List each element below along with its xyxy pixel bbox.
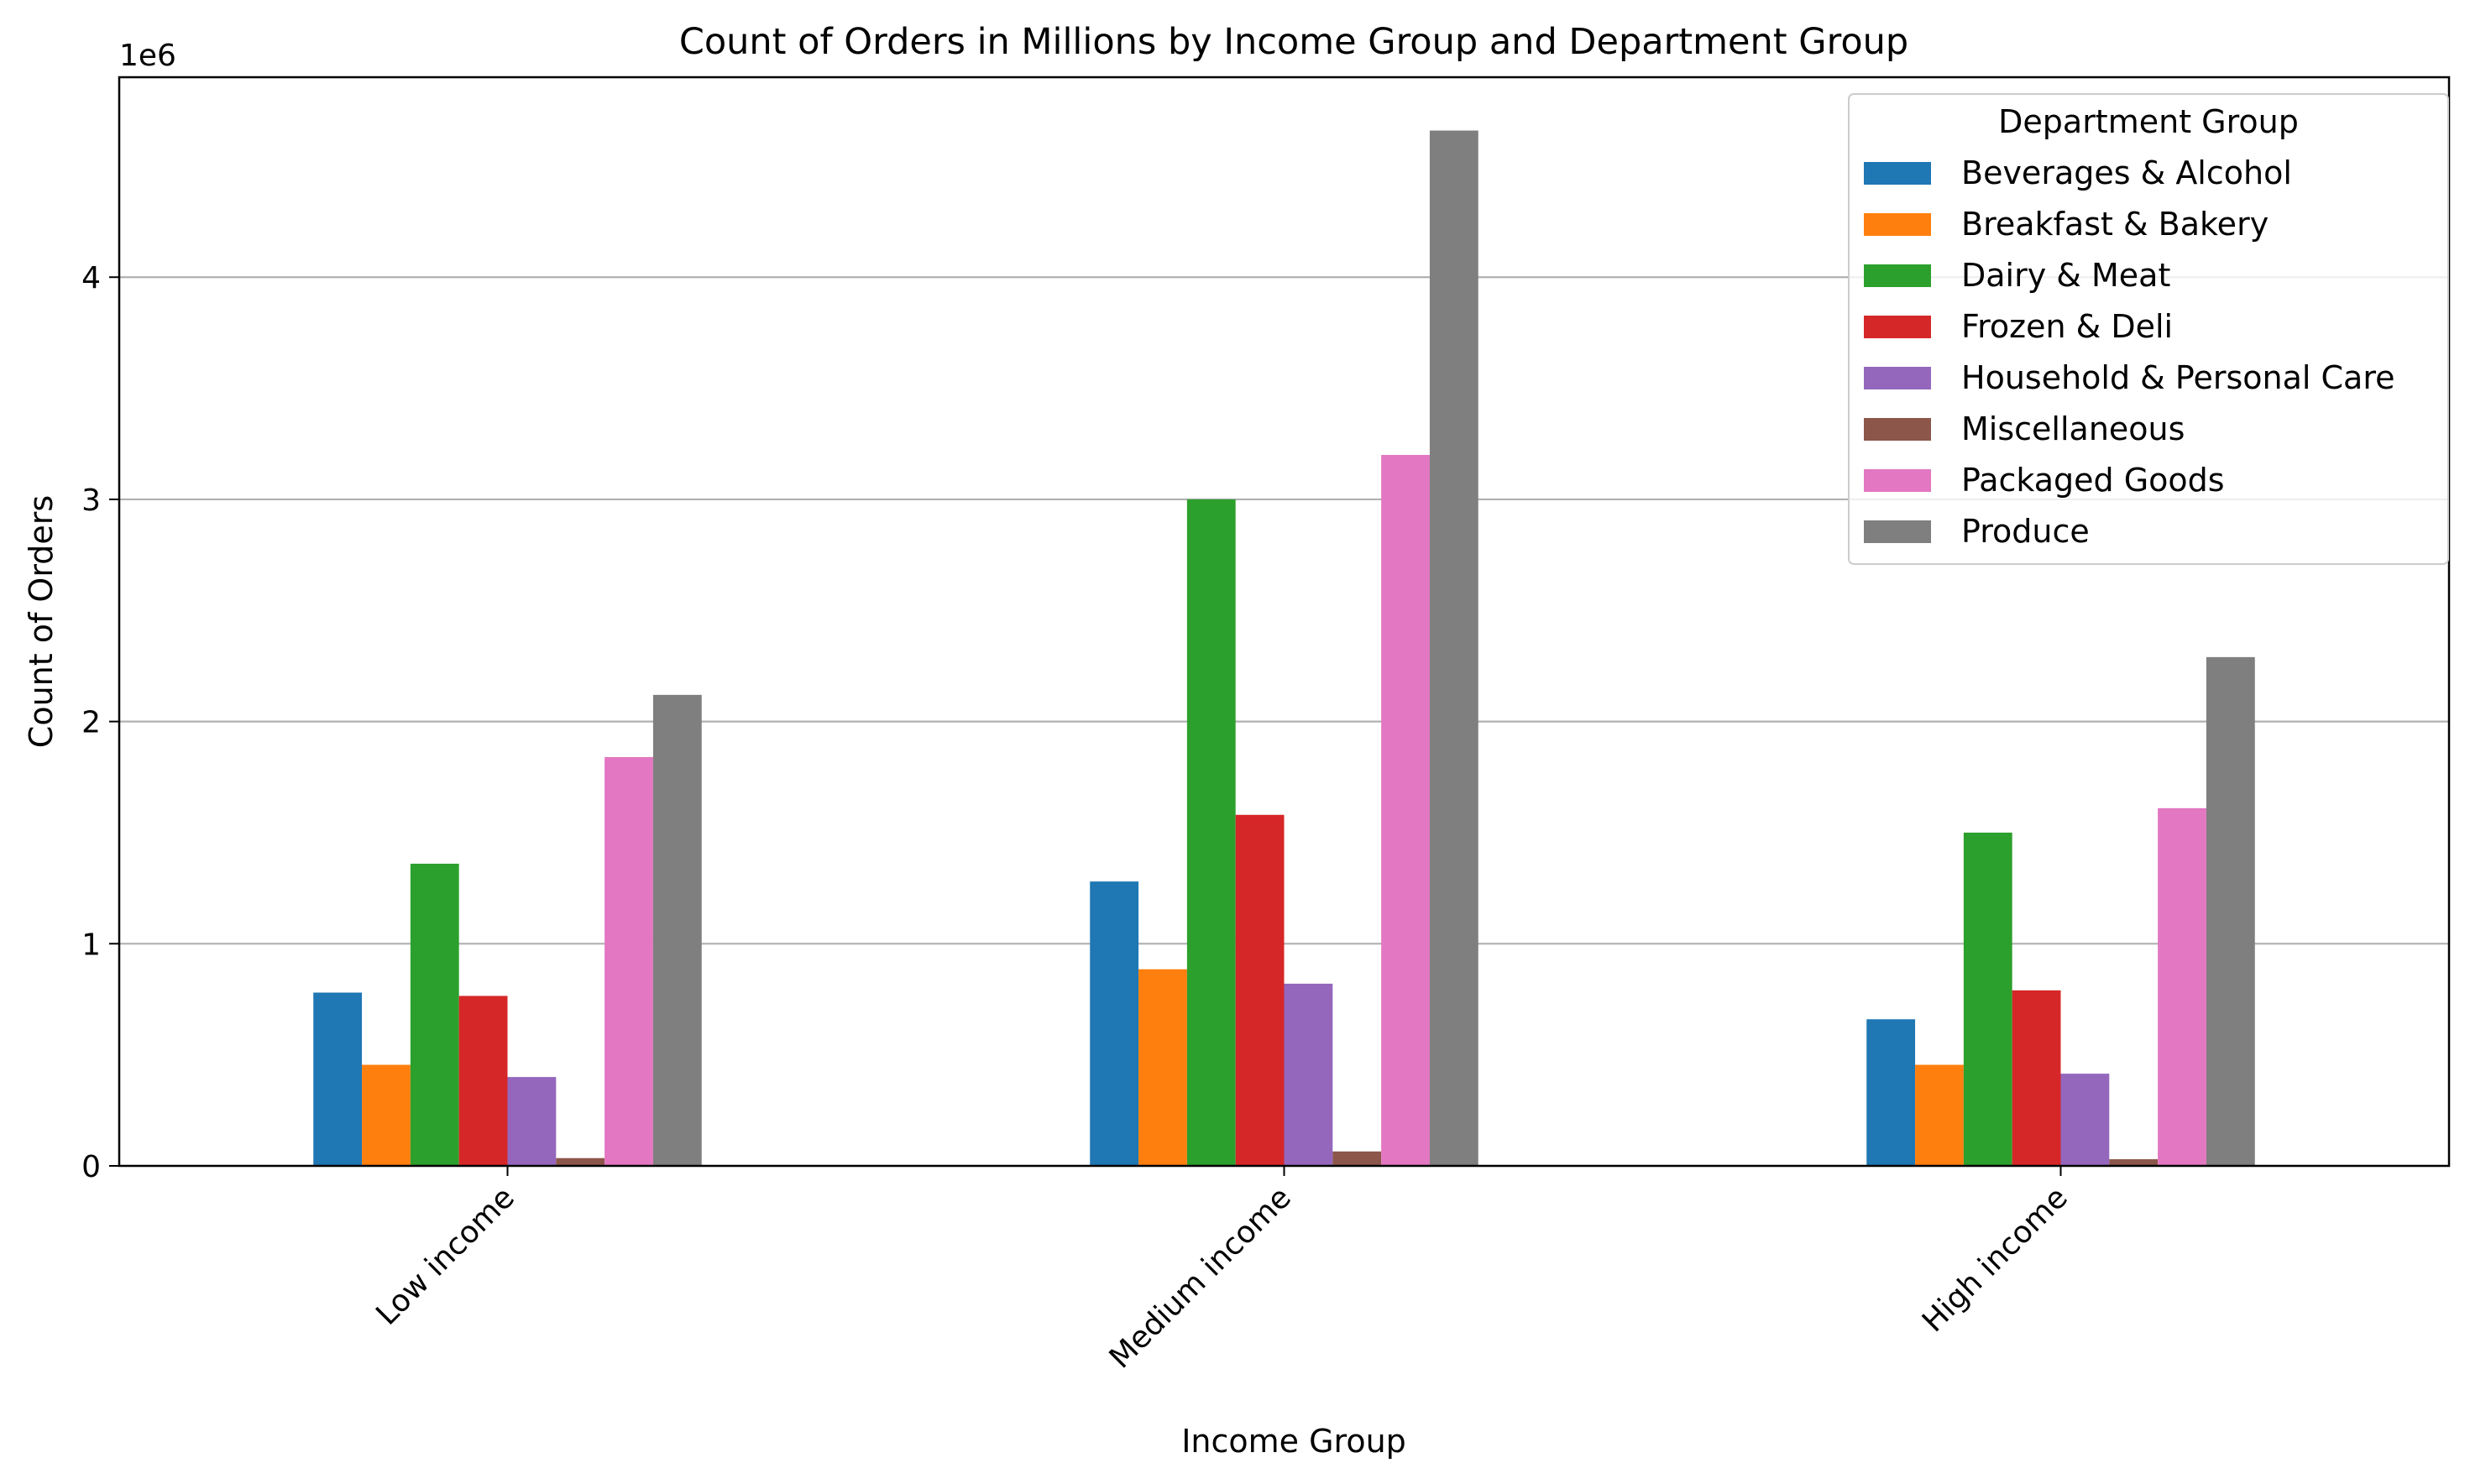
legend-label: Beverages & Alcohol bbox=[1961, 154, 2292, 191]
bars bbox=[313, 130, 2255, 1167]
y-tick-label: 0 bbox=[81, 1150, 101, 1184]
legend-title: Department Group bbox=[1998, 103, 2299, 140]
legend-items: Beverages & Alcohol Breakfast & Bakery Dai… bbox=[1864, 154, 2395, 550]
x-axis-label: Income Group bbox=[1181, 1423, 1406, 1460]
legend-swatch bbox=[1864, 264, 1931, 287]
y-tick-label: 1 bbox=[81, 928, 101, 962]
bar-produce-high-income bbox=[2206, 656, 2255, 1166]
bar-miscellaneous-high-income bbox=[2109, 1159, 2159, 1166]
legend-swatch bbox=[1864, 213, 1931, 236]
legend-swatch bbox=[1864, 418, 1931, 441]
bar-frozen-and-deli-low-income bbox=[458, 995, 508, 1166]
bar-produce-low-income bbox=[652, 694, 702, 1166]
legend-swatch bbox=[1864, 469, 1931, 492]
bar-produce-medium-income bbox=[1429, 130, 1478, 1167]
bar-household-and-personal-care-high-income bbox=[2060, 1074, 2110, 1166]
legend-swatch bbox=[1864, 520, 1931, 543]
bar-breakfast-and-bakery-medium-income bbox=[1138, 969, 1187, 1166]
bar-frozen-and-deli-high-income bbox=[2012, 990, 2061, 1166]
bar-household-and-personal-care-medium-income bbox=[1284, 983, 1333, 1166]
legend-label: Dairy & Meat bbox=[1961, 257, 2170, 294]
legend-label: Produce bbox=[1961, 513, 2090, 550]
bar-breakfast-and-bakery-high-income bbox=[1915, 1064, 1964, 1166]
legend-swatch bbox=[1864, 162, 1931, 185]
bar-packaged-goods-medium-income bbox=[1381, 454, 1430, 1166]
bar-breakfast-and-bakery-low-income bbox=[362, 1064, 411, 1166]
legend: Department Group Beverages & Alcohol Brea… bbox=[1848, 93, 2449, 565]
bar-beverages-and-alcohol-medium-income bbox=[1090, 881, 1139, 1166]
bar-dairy-and-meat-medium-income bbox=[1186, 499, 1236, 1166]
bar-miscellaneous-medium-income bbox=[1332, 1151, 1382, 1166]
bar-frozen-and-deli-medium-income bbox=[1235, 814, 1285, 1166]
legend-label: Household & Personal Care bbox=[1961, 359, 2395, 396]
y-tick-label: 2 bbox=[81, 706, 101, 740]
y-tick-label: 3 bbox=[81, 483, 101, 518]
legend-swatch bbox=[1864, 316, 1931, 338]
bar-packaged-goods-high-income bbox=[2158, 807, 2206, 1166]
legend-label: Frozen & Deli bbox=[1961, 308, 2173, 345]
legend-swatch bbox=[1864, 367, 1931, 389]
bar-beverages-and-alcohol-low-income bbox=[313, 992, 363, 1166]
bar-household-and-personal-care-low-income bbox=[507, 1077, 557, 1166]
legend-label: Packaged Goods bbox=[1961, 462, 2225, 499]
bar-miscellaneous-low-income bbox=[556, 1157, 605, 1166]
chart-title: Count of Orders in Millions by Income Gr… bbox=[679, 21, 1908, 63]
bar-dairy-and-meat-high-income bbox=[1963, 832, 2012, 1166]
y-axis-ticks: 0 1 2 3 4 bbox=[81, 261, 119, 1184]
y-offset-label: 1e6 bbox=[119, 39, 176, 73]
bar-beverages-and-alcohol-high-income bbox=[1866, 1019, 1916, 1166]
bar-dairy-and-meat-low-income bbox=[410, 864, 459, 1166]
legend-frame bbox=[1848, 93, 2449, 565]
legend-label: Miscellaneous bbox=[1961, 410, 2185, 447]
y-axis-label: Count of Orders bbox=[23, 495, 60, 748]
y-tick-label: 4 bbox=[81, 261, 101, 295]
legend-label: Breakfast & Bakery bbox=[1961, 206, 2269, 243]
bar-packaged-goods-low-income bbox=[604, 756, 653, 1166]
